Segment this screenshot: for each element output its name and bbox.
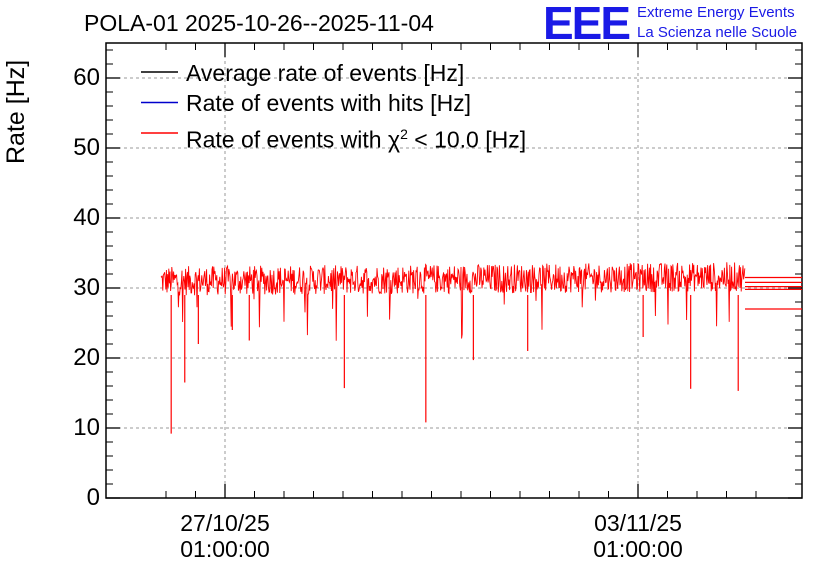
xtick-date: 27/10/25 bbox=[180, 510, 270, 536]
axis-ticks bbox=[106, 43, 802, 499]
ytick-label-0: 0 bbox=[86, 484, 100, 511]
ytick-label-30: 30 bbox=[73, 274, 100, 301]
xtick-date: 03/11/25 bbox=[594, 510, 682, 536]
legend-label-hits: Rate of events with hits [Hz] bbox=[186, 90, 472, 116]
xtick-time: 01:00:00 bbox=[180, 536, 270, 562]
legend-chi-symbol: χ bbox=[388, 126, 401, 153]
series-group bbox=[160, 262, 802, 434]
xtick-label-0: 27/10/25 01:00:00 bbox=[155, 510, 295, 562]
ytick-label-20: 20 bbox=[73, 344, 100, 371]
chart-title: POLA-01 2025-10-26--2025-11-04 bbox=[84, 10, 434, 36]
ytick-label-10: 10 bbox=[73, 414, 100, 441]
legend-chi-sup: 2 bbox=[400, 126, 408, 142]
legend-chi2-prefix: Rate of events with bbox=[186, 126, 388, 153]
grid-lines bbox=[106, 43, 802, 498]
ytick-label-40: 40 bbox=[73, 204, 100, 231]
logo-line-2: La Scienza nelle Scuole bbox=[637, 24, 798, 41]
y-axis-label: Rate [Hz] bbox=[2, 59, 30, 164]
legend-swatches bbox=[141, 71, 178, 134]
legend-chi2-suffix: < 10.0 [Hz] bbox=[407, 126, 527, 153]
logo-line-1: Extreme Energy Events bbox=[637, 4, 795, 21]
eee-logo: EEE bbox=[543, 0, 631, 49]
legend-label-chi2: Rate of events with χ2 < 10.0 [Hz] bbox=[186, 121, 526, 153]
legend-label-average: Average rate of events [Hz] bbox=[186, 60, 465, 86]
xtick-label-1: 03/11/25 01:00:00 bbox=[568, 510, 708, 562]
series-chi2-rate bbox=[160, 262, 746, 341]
xtick-time: 01:00:00 bbox=[593, 536, 683, 562]
ytick-label-50: 50 bbox=[73, 134, 100, 161]
ytick-label-60: 60 bbox=[73, 64, 100, 91]
